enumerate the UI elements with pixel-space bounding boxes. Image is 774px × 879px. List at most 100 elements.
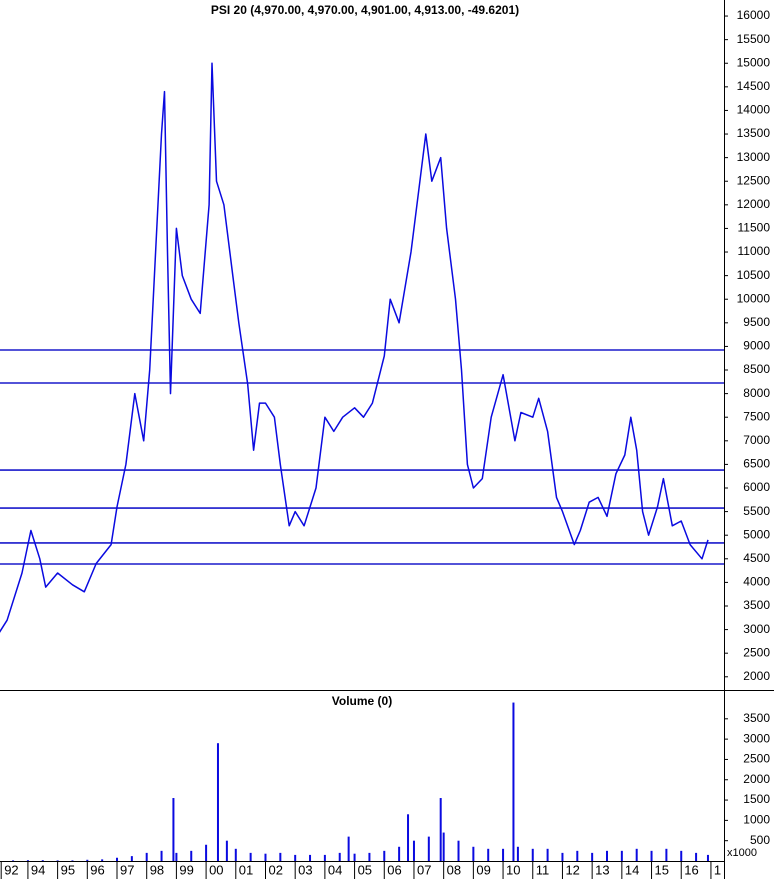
volume-bar [71,860,74,861]
x-tick-label: 12 [565,862,579,877]
volume-bar [130,856,133,861]
price-line [0,62,709,633]
x-tick-label: 15 [655,862,669,877]
x-tick-label: 1 [714,862,721,877]
y-tick-label: 3000 [743,622,770,636]
y-tick-label: 10500 [737,268,771,282]
volume-bar [442,832,445,861]
y-tick-label: 14500 [737,79,771,93]
volume-bar [591,852,594,861]
x-tick-label: 10 [506,862,520,877]
y-tick-label: 13000 [737,150,771,164]
volume-bar [706,854,709,861]
y-tick-label: 8000 [743,386,770,400]
volume-bar [41,860,44,861]
y-tick-label: 2500 [743,752,770,766]
volume-bar [680,850,683,861]
y-tick-label: 4500 [743,551,770,565]
volume-bar [635,848,638,861]
y-tick-label: 3500 [743,598,770,612]
volume-bar [487,848,490,861]
volume-bar [101,859,104,861]
x-tick-label: 01 [239,862,253,877]
volume-bar [605,850,608,861]
y-tick-label: 9500 [743,315,770,329]
y-tick-label: 12000 [737,197,771,211]
x-tick-label: 07 [417,862,431,877]
y-tick-label: 10000 [737,291,771,305]
y-tick-label: 14000 [737,103,771,117]
volume-bar [190,850,193,861]
volume-bar [368,852,371,861]
x-tick-label: 04 [328,862,342,877]
chart-title: PSI 20 (4,970.00, 4,970.00, 4,901.00, 4,… [211,3,519,17]
y-tick-label: 12500 [737,173,771,187]
volume-bar [512,702,515,861]
y-tick-label: 1500 [743,792,770,806]
volume-bar [427,836,430,861]
y-tick-label: 15500 [737,32,771,46]
volume-bar [205,844,208,861]
volume-bar [347,836,350,861]
volume-bar [383,850,386,861]
x-tick-label: 16 [684,862,698,877]
volume-bar [160,850,163,861]
volume-bar [546,848,549,861]
y-tick-label: 500 [750,833,770,847]
volume-bar [172,798,175,861]
y-tick-label: 7000 [743,433,770,447]
y-tick-label: 6000 [743,480,770,494]
volume-bar [576,850,579,861]
x-tick-label: 11 [536,862,550,877]
volume-bar [225,840,228,861]
volume-bar [502,848,505,861]
x-tick-label: 13 [595,862,609,877]
x-tick-label: 02 [268,862,282,877]
volume-bar [561,852,564,861]
y-tick-label: 11000 [738,244,771,258]
y-tick-label: 1000 [743,813,770,827]
volume-bar [279,852,282,861]
x-tick-label: 95 [61,862,75,877]
x-tick-label: 96 [90,862,104,877]
x-tick-label: 99 [179,862,193,877]
volume-bar [338,852,341,861]
volume-bar [516,846,519,861]
volume-bar [650,850,653,861]
volume-unit: x1000 [727,847,757,859]
volume-bar [472,846,475,861]
x-tick-label: 94 [31,862,45,877]
x-tick-label: 98 [150,862,164,877]
volume-bar [264,853,267,861]
y-tick-label: 2000 [743,772,770,786]
volume-bar [457,840,460,861]
volume-bar [412,840,415,861]
y-tick-label: 15000 [737,55,771,69]
y-tick-label: 7500 [743,409,770,423]
volume-bar [439,798,442,861]
volume-bar [398,846,401,861]
x-tick-label: 08 [447,862,461,877]
y-tick-label: 16000 [737,8,771,22]
volume-bar [531,848,534,861]
volume-bar [56,860,59,861]
volume-bar [116,857,119,861]
volume-bar [665,848,668,861]
x-tick-label: 09 [476,862,490,877]
y-tick-label: 4000 [743,575,770,589]
volume-bar [234,848,237,861]
y-tick-label: 2500 [743,645,770,659]
volume-bar [249,852,252,861]
y-tick-label: 11500 [738,221,771,235]
volume-bar [323,854,326,861]
volume-bar [12,860,15,861]
volume-title: Volume (0) [332,694,392,708]
volume-bar [145,852,148,861]
x-tick-label: 92 [4,862,18,877]
x-tick-label: 97 [120,862,134,877]
volume-bar [175,852,178,861]
y-tick-label: 8500 [743,362,770,376]
